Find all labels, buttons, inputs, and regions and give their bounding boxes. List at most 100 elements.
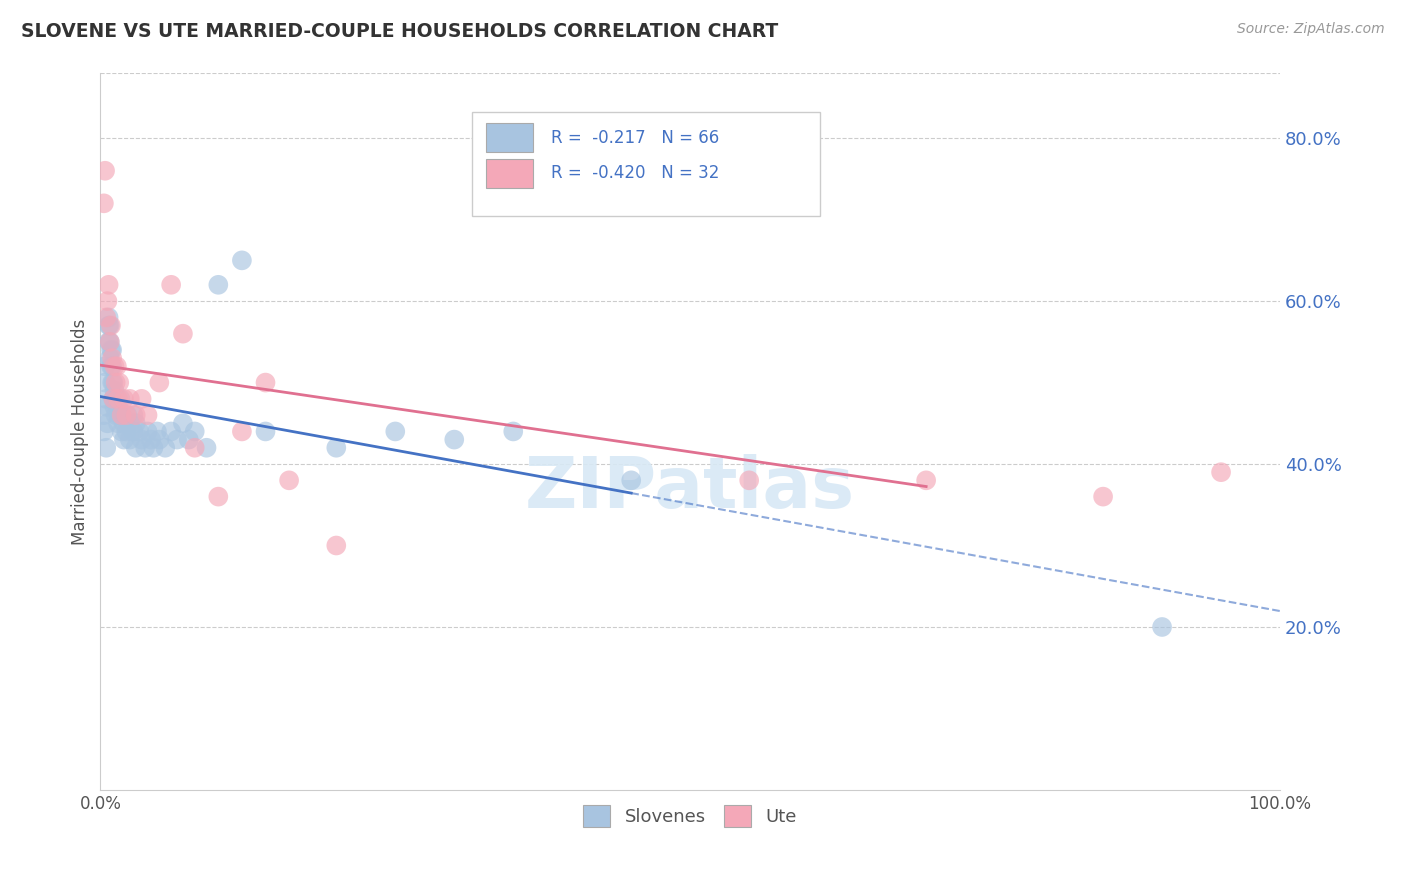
Point [136, 425, 159, 439]
Point [101, 351, 124, 365]
Point [195, 441, 218, 455]
Point [103, 392, 125, 406]
Point [105, 359, 128, 374]
Point [94, 376, 117, 390]
Text: R =  -0.217   N = 66: R = -0.217 N = 66 [551, 128, 720, 146]
Point [172, 417, 194, 431]
Point [94, 359, 117, 374]
Point [166, 433, 188, 447]
Point [139, 433, 162, 447]
Point [207, 277, 229, 292]
Point [94, 163, 117, 178]
Point [254, 376, 277, 390]
Bar [486, 159, 533, 187]
Point [183, 441, 205, 455]
Point [104, 408, 127, 422]
Legend: Slovenes, Ute: Slovenes, Ute [576, 798, 804, 835]
Point [125, 417, 148, 431]
Point [103, 359, 125, 374]
Point [110, 408, 132, 422]
Point [104, 392, 127, 406]
Point [96, 400, 118, 414]
Point [122, 408, 145, 422]
FancyBboxPatch shape [472, 112, 820, 217]
Point [115, 425, 138, 439]
Point [1209, 465, 1232, 479]
Point [97, 334, 120, 349]
Point [100, 359, 122, 374]
Point [502, 425, 524, 439]
Point [142, 441, 165, 455]
Point [183, 425, 205, 439]
Point [98, 334, 121, 349]
Point [97, 318, 120, 333]
Point [103, 376, 125, 390]
Point [915, 473, 938, 487]
Point [100, 318, 122, 333]
Point [110, 392, 132, 406]
Point [108, 376, 131, 390]
Text: SLOVENE VS UTE MARRIED-COUPLE HOUSEHOLDS CORRELATION CHART: SLOVENE VS UTE MARRIED-COUPLE HOUSEHOLDS… [21, 22, 779, 41]
Point [177, 433, 200, 447]
Point [131, 433, 153, 447]
Point [134, 441, 156, 455]
Point [131, 392, 153, 406]
Point [101, 343, 124, 357]
Point [125, 408, 148, 422]
Point [325, 539, 347, 553]
Point [98, 318, 121, 333]
Point [103, 392, 125, 406]
Point [98, 351, 121, 365]
Point [148, 376, 170, 390]
Point [207, 490, 229, 504]
Point [146, 425, 169, 439]
Point [155, 441, 177, 455]
Text: ZIPatlas: ZIPatlas [524, 454, 855, 524]
Point [101, 359, 124, 374]
Point [103, 400, 125, 414]
Point [97, 277, 120, 292]
Point [107, 417, 129, 431]
Point [96, 417, 118, 431]
Text: Source: ZipAtlas.com: Source: ZipAtlas.com [1237, 22, 1385, 37]
Point [101, 376, 124, 390]
Point [325, 441, 347, 455]
Text: R =  -0.420   N = 32: R = -0.420 N = 32 [551, 164, 720, 182]
Point [112, 433, 135, 447]
Point [108, 408, 131, 422]
Point [118, 392, 141, 406]
Point [112, 392, 135, 406]
Point [96, 294, 118, 309]
Point [231, 253, 253, 268]
Point [620, 473, 643, 487]
Point [160, 425, 183, 439]
Point [93, 196, 115, 211]
Point [96, 310, 118, 325]
Point [148, 433, 170, 447]
Point [254, 425, 277, 439]
Point [172, 326, 194, 341]
Point [100, 343, 122, 357]
Point [443, 433, 465, 447]
Point [107, 400, 129, 414]
Point [118, 433, 141, 447]
Point [93, 408, 115, 422]
Point [125, 441, 148, 455]
Point [112, 417, 135, 431]
Point [110, 408, 132, 422]
Point [98, 334, 121, 349]
Point [231, 425, 253, 439]
Point [136, 408, 159, 422]
Point [384, 425, 406, 439]
Point [117, 408, 139, 422]
Point [93, 425, 115, 439]
Point [738, 473, 761, 487]
Point [115, 408, 138, 422]
Point [104, 376, 127, 390]
Point [1092, 490, 1115, 504]
Point [97, 310, 120, 325]
Point [128, 425, 150, 439]
Point [110, 425, 132, 439]
Point [118, 417, 141, 431]
Point [96, 392, 118, 406]
